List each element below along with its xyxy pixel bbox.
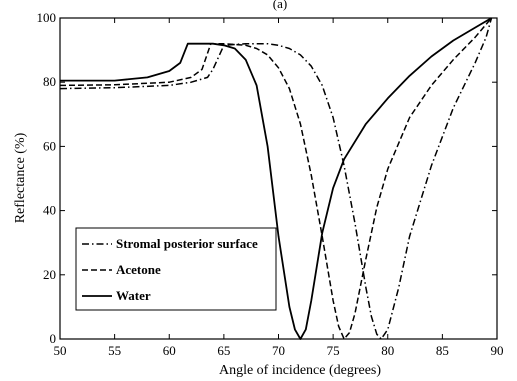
y-tick-label: 100 — [37, 10, 57, 25]
x-tick-label: 75 — [327, 343, 340, 358]
x-axis-ticks: 50 55 60 65 70 75 80 85 90 — [54, 18, 504, 358]
y-axis-ticks: 0 20 40 60 80 100 — [37, 10, 497, 346]
x-tick-label: 90 — [491, 343, 504, 358]
legend: Stromal posterior surface Acetone Water — [75, 227, 277, 311]
legend-label-2: Acetone — [116, 262, 161, 277]
series-line-3 — [60, 17, 492, 340]
x-tick-label: 55 — [108, 343, 121, 358]
legend-label-3: Water — [116, 288, 151, 303]
y-tick-label: 40 — [43, 203, 56, 218]
x-tick-label: 65 — [217, 343, 230, 358]
series-line-1 — [59, 17, 493, 340]
y-tick-label: 0 — [50, 331, 57, 346]
x-tick-label: 60 — [163, 343, 176, 358]
x-tick-label: 70 — [272, 343, 285, 358]
x-tick-label: 80 — [381, 343, 394, 358]
y-tick-label: 80 — [43, 74, 56, 89]
series-layer — [59, 17, 493, 340]
series-line-2 — [59, 17, 493, 340]
x-axis-label: Angle of incidence (degrees) — [219, 363, 381, 378]
chart-title: (a) — [273, 0, 287, 11]
x-tick-label: 85 — [436, 343, 449, 358]
y-axis-label: Reflectance (%) — [13, 132, 28, 223]
y-tick-label: 60 — [43, 138, 56, 153]
y-tick-label: 20 — [43, 267, 56, 282]
legend-label-1: Stromal posterior surface — [116, 236, 258, 251]
x-tick-label: 50 — [54, 343, 67, 358]
